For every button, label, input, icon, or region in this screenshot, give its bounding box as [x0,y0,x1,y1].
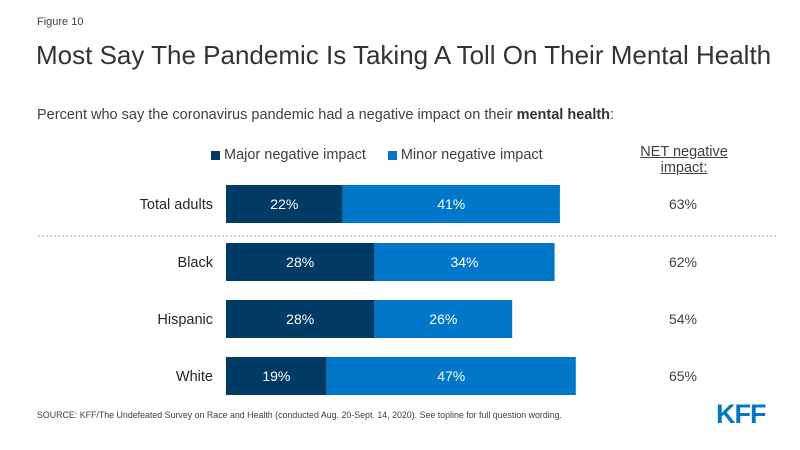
legend-label-minor: Minor negative impact [400,147,543,163]
category-label-white: White [176,369,213,385]
data-label-major-hispanic: 28% [286,311,314,327]
bar-major-black [226,243,375,281]
data-label-major-total-adults: 22% [270,196,298,212]
subtitle-bold: mental health [516,107,611,123]
bar-minor-hispanic [374,300,513,338]
subtitle-prefix: Percent who say the coronavirus pandemic… [37,107,517,123]
net-value-hispanic: 54% [669,311,697,327]
data-label-minor-white: 47% [437,368,465,384]
legend: Major negative impact Minor negative imp… [211,147,543,163]
source-note: SOURCE: KFF/The Undefeated Survey on Rac… [37,410,563,421]
net-value-white: 65% [669,368,697,384]
category-label-black: Black [178,255,214,271]
kff-logo: KFF [716,399,766,429]
data-label-major-black: 28% [286,254,314,270]
chart-title: Most Say The Pandemic Is Taking A Toll O… [36,40,772,70]
data-label-major-white: 19% [262,368,290,384]
data-label-minor-total-adults: 41% [437,196,465,212]
figure-label: Figure 10 [37,16,84,28]
subtitle-suffix: : [610,107,615,123]
net-value-total-adults: 63% [669,196,697,212]
bar-minor-total-adults [342,185,560,223]
data-label-minor-black: 34% [450,254,478,270]
legend-swatch-major [211,150,220,160]
bar-minor-black [374,243,555,281]
category-label-hispanic: Hispanic [157,312,213,328]
net-column-header: NET negative impact: [640,144,728,176]
bar-major-total-adults [226,185,343,223]
bar-minor-white [326,357,576,395]
legend-label-major: Major negative impact [224,147,366,163]
legend-item-minor: Minor negative impact [387,147,543,163]
data-label-minor-hispanic: 26% [429,311,457,327]
net-value-black: 62% [669,254,697,270]
category-label-total-adults: Total adults [140,197,213,213]
legend-swatch-minor [387,150,397,160]
legend-item-major: Major negative impact [211,147,366,163]
bar-major-white [226,357,327,395]
bar-major-hispanic [226,300,375,338]
chart-subtitle: Percent who say the coronavirus pandemic… [37,107,614,123]
